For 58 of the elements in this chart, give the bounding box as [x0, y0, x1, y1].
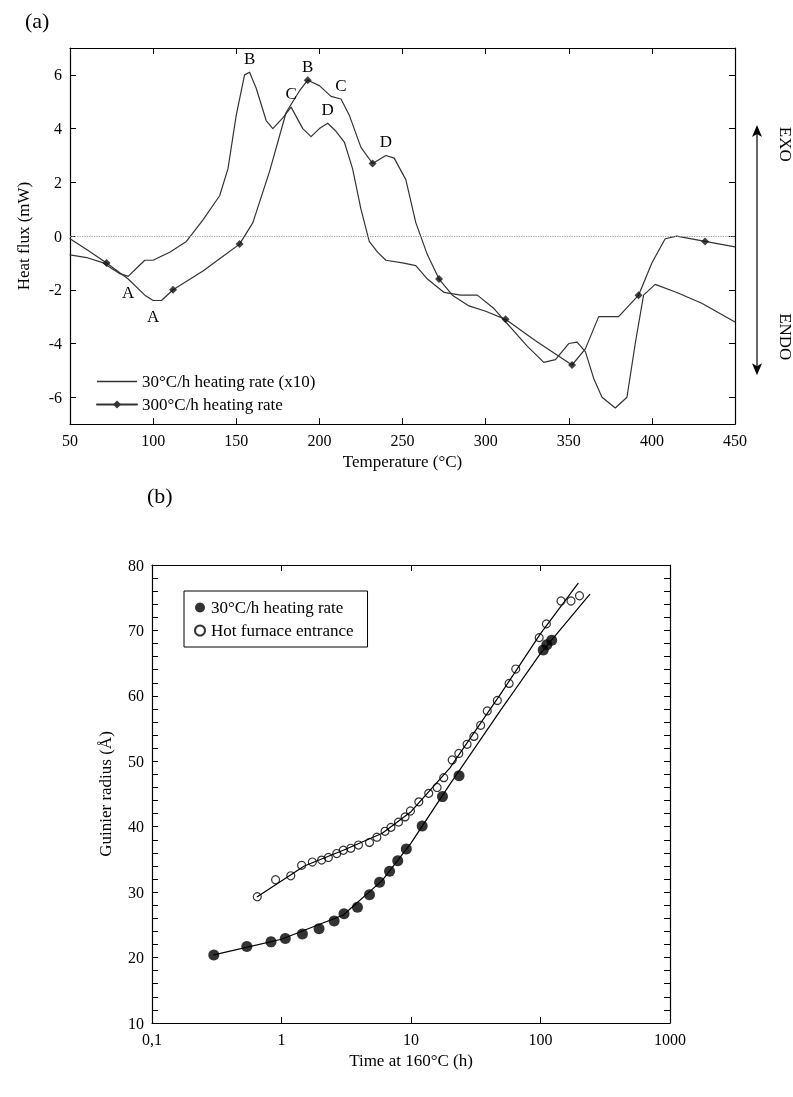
legend-label: 30°C/h heating rate: [211, 598, 344, 617]
y-tick-label: 4: [54, 120, 62, 138]
point: [701, 237, 710, 246]
y-tick-label: 2: [54, 173, 62, 191]
x-tick-label: 150: [224, 431, 249, 449]
point: [634, 291, 643, 300]
x-tick-label: 400: [639, 431, 664, 449]
y-tick-label: 70: [128, 621, 144, 639]
y-tick-label: 60: [128, 687, 144, 705]
x-tick-label: 10: [403, 1030, 419, 1048]
point: [501, 315, 510, 324]
y-tick-label: 0: [54, 227, 62, 245]
point: [169, 285, 178, 294]
chart-title: (b): [147, 482, 173, 508]
x-tick-label: 450: [723, 431, 747, 449]
y-tick-label: -6: [48, 388, 62, 406]
annotation: D: [379, 131, 393, 151]
legend-label: 300°C/h heating rate: [142, 395, 283, 414]
x-tick-label: 1: [277, 1030, 286, 1048]
y-tick-label: 80: [128, 556, 144, 574]
y-axis-title: Guinier radius (Å): [96, 731, 115, 857]
legend-label: 30°C/h heating rate (x10): [142, 372, 316, 391]
point: [235, 240, 244, 249]
y-tick-label: 6: [54, 66, 62, 84]
x-tick-label: 250: [390, 431, 415, 449]
chart-title: (a): [25, 7, 50, 33]
x-tick-label: 1000: [654, 1030, 686, 1048]
y-tick-label: 40: [128, 818, 144, 836]
y-tick-label: 20: [128, 949, 144, 967]
point: [102, 258, 111, 267]
text: ENDO: [775, 313, 793, 361]
x-axis-title: Temperature (°C): [342, 452, 463, 471]
x-axis-title: Time at 160°C (h): [349, 1050, 473, 1070]
point: [303, 76, 312, 85]
text: EXO: [775, 126, 793, 162]
x-tick-label: 100: [528, 1030, 553, 1048]
y-tick-label: -4: [48, 335, 62, 353]
x-tick-label: 200: [307, 431, 332, 449]
point: [568, 361, 577, 369]
annotation: D: [321, 99, 334, 119]
x-tick-label: 350: [556, 431, 581, 449]
y-tick-label: 10: [128, 1014, 144, 1032]
annotation: C: [335, 75, 347, 95]
annotation: B: [302, 56, 314, 76]
y-tick-label: -2: [48, 281, 62, 299]
legend-label: Hot furnace entrance: [211, 621, 354, 640]
annotation: B: [243, 48, 256, 68]
x-tick-label: 0,1: [142, 1030, 162, 1048]
x-tick-label: 100: [141, 431, 166, 449]
annotation: A: [122, 282, 136, 302]
point: [435, 275, 444, 284]
y-axis-title: Heat flux (mW): [14, 181, 33, 291]
x-tick-label: 300: [473, 431, 498, 449]
point: [368, 159, 377, 168]
y-tick-label: 50: [128, 752, 144, 770]
annotation: C: [285, 83, 297, 103]
y-tick-label: 30: [128, 883, 144, 901]
annotation: A: [146, 307, 160, 327]
